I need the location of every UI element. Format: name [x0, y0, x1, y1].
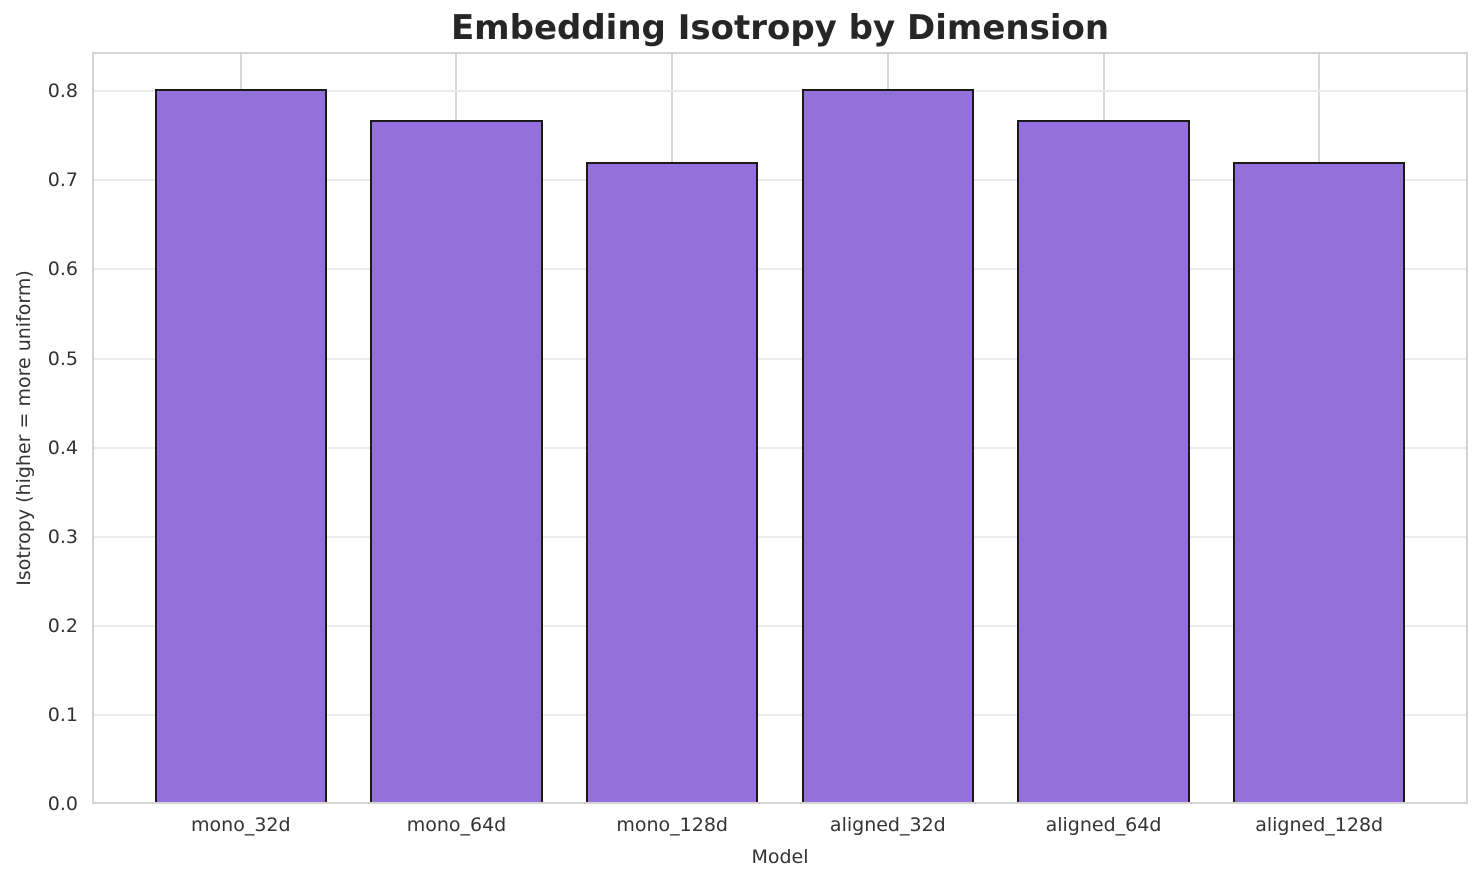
bar-mono_64d — [370, 119, 543, 804]
gridline-horizontal — [92, 446, 1468, 449]
bar-mono_32d — [154, 88, 328, 804]
y-tick-label: 0.3 — [47, 525, 78, 548]
x-axis-label: Model — [751, 846, 809, 868]
bar-aligned_64d — [1017, 119, 1190, 804]
bar-aligned_32d — [801, 88, 975, 804]
x-axis-ticks: mono_32d mono_64d mono_128d aligned_32d alig… — [92, 813, 1468, 839]
plot-area — [92, 52, 1468, 804]
x-tick-label-aligned_32d: aligned_32d — [829, 814, 946, 836]
x-tick-label-mono_128d: mono_128d — [616, 814, 728, 836]
y-tick-label: 0.8 — [47, 80, 78, 103]
gridline-horizontal — [92, 713, 1468, 716]
x-tick-label-mono_64d: mono_64d — [406, 814, 507, 836]
x-tick-label-mono_32d: mono_32d — [191, 814, 291, 836]
gridline-horizontal — [92, 179, 1468, 182]
gridline-horizontal — [92, 624, 1468, 627]
y-tick-label: 0.1 — [47, 703, 78, 726]
gridline-horizontal — [92, 357, 1468, 360]
x-tick-label-aligned_128d: aligned_128d — [1255, 814, 1384, 836]
y-tick-label: 0.6 — [47, 258, 78, 281]
gridline-horizontal — [92, 535, 1468, 538]
y-tick-label: 0.0 — [47, 793, 78, 815]
bar-aligned_128d — [1232, 162, 1406, 804]
y-tick-label: 0.4 — [47, 436, 78, 459]
y-tick-label: 0.7 — [47, 169, 78, 192]
x-tick-label-aligned_64d: aligned_64d — [1045, 814, 1162, 836]
y-tick-label: 0.2 — [47, 614, 78, 637]
y-axis-ticks: 0.0 0.1 0.2 0.3 0.4 0.5 0.6 0.7 0.8 — [0, 52, 78, 815]
gridline-horizontal — [92, 90, 1468, 93]
chart-title: Embedding Isotropy by Dimension — [450, 8, 1110, 48]
gridline-horizontal — [92, 268, 1468, 271]
y-tick-label: 0.5 — [47, 347, 78, 370]
bar-mono_128d — [585, 162, 759, 804]
